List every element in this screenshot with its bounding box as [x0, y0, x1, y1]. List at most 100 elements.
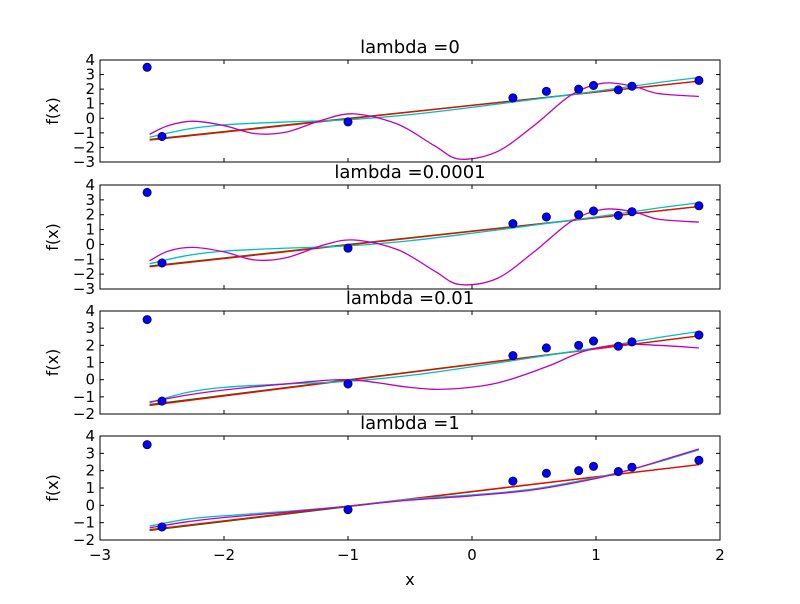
data-point	[508, 93, 518, 103]
data-point	[142, 187, 152, 197]
data-point	[142, 315, 152, 325]
x-tick-label: 1	[591, 546, 601, 564]
data-point	[627, 337, 637, 347]
x-axis-label: x	[405, 570, 414, 589]
x-tick-label: 0	[467, 546, 477, 564]
y-tick-label: 4	[85, 427, 95, 445]
series-group	[142, 187, 704, 286]
data-point	[343, 379, 353, 389]
y-axis-label: f(x)	[43, 223, 62, 251]
series-line-4	[149, 82, 699, 160]
data-point	[574, 466, 584, 476]
y-tick-label: 1	[85, 95, 95, 113]
data-point	[589, 206, 599, 216]
data-point	[613, 467, 623, 477]
data-point	[343, 243, 353, 253]
y-tick-label: −1	[73, 514, 95, 532]
subplot-title: lambda =0	[360, 37, 460, 58]
x-tick-label: −2	[213, 546, 235, 564]
y-tick-label: −2	[73, 138, 95, 156]
axes-frame	[99, 59, 721, 163]
y-tick-label: 4	[85, 51, 95, 69]
x-tick-label: 2	[715, 546, 725, 564]
data-point	[627, 81, 637, 91]
series-line-4	[149, 448, 700, 529]
data-point	[574, 210, 584, 220]
data-point	[157, 258, 167, 268]
data-point	[627, 207, 637, 217]
data-point	[508, 219, 518, 229]
data-point	[142, 440, 152, 450]
data-point	[142, 62, 152, 72]
y-tick-label: −1	[73, 388, 95, 406]
x-tick-label: −3	[89, 546, 111, 564]
y-axis-label: f(x)	[43, 349, 62, 377]
y-tick-label: −1	[73, 124, 95, 142]
y-tick-label: 0	[85, 235, 95, 253]
subplot-title: lambda =0.01	[346, 288, 474, 309]
y-tick-label: 4	[85, 302, 95, 320]
subplot-title: lambda =0.0001	[334, 162, 485, 183]
data-point	[613, 341, 623, 351]
x-tick-label: −1	[337, 546, 359, 564]
data-point	[541, 212, 551, 222]
data-point	[541, 468, 551, 478]
y-tick-label: 3	[85, 191, 95, 209]
y-tick-label: 1	[85, 479, 95, 497]
y-tick-label: 0	[85, 496, 95, 514]
series-line-3	[149, 449, 700, 527]
data-point	[613, 210, 623, 220]
y-tick-label: 0	[85, 371, 95, 389]
y-tick-label: −1	[73, 250, 95, 268]
y-tick-label: −2	[73, 531, 95, 549]
y-tick-label: 1	[85, 354, 95, 372]
data-point	[694, 201, 704, 211]
y-axis-label: f(x)	[43, 474, 62, 502]
series-group	[142, 62, 704, 160]
data-point	[627, 462, 637, 472]
series-group	[142, 440, 704, 532]
y-tick-label: −3	[73, 280, 95, 298]
data-point	[694, 75, 704, 85]
data-point	[574, 84, 584, 94]
y-tick-label: 4	[85, 176, 95, 194]
data-point	[343, 505, 353, 515]
y-tick-label: 3	[85, 444, 95, 462]
y-tick-label: 0	[85, 109, 95, 127]
data-point	[343, 117, 353, 127]
y-tick-label: 2	[85, 206, 95, 224]
data-point	[508, 476, 518, 486]
subplot-title: lambda =1	[360, 413, 460, 434]
y-tick-label: −3	[73, 153, 95, 171]
y-tick-label: 2	[85, 462, 95, 480]
data-point	[589, 336, 599, 346]
data-point	[541, 86, 551, 96]
y-tick-label: 3	[85, 319, 95, 337]
data-point	[508, 351, 518, 361]
data-point	[694, 330, 704, 340]
data-point	[157, 522, 167, 532]
data-point	[157, 396, 167, 406]
data-point	[694, 455, 704, 465]
axes-frame	[99, 184, 721, 290]
y-tick-label: 2	[85, 336, 95, 354]
y-tick-label: −2	[73, 405, 95, 423]
y-tick-label: 3	[85, 66, 95, 84]
y-tick-label: −2	[73, 265, 95, 283]
data-point	[613, 85, 623, 95]
series-line-2	[149, 335, 700, 407]
data-point	[589, 81, 599, 91]
data-point	[589, 461, 599, 471]
data-point	[541, 343, 551, 353]
data-point	[157, 132, 167, 142]
series-group	[142, 315, 704, 407]
data-point	[574, 340, 584, 350]
y-axis-label: f(x)	[43, 97, 62, 125]
y-tick-label: 2	[85, 80, 95, 98]
